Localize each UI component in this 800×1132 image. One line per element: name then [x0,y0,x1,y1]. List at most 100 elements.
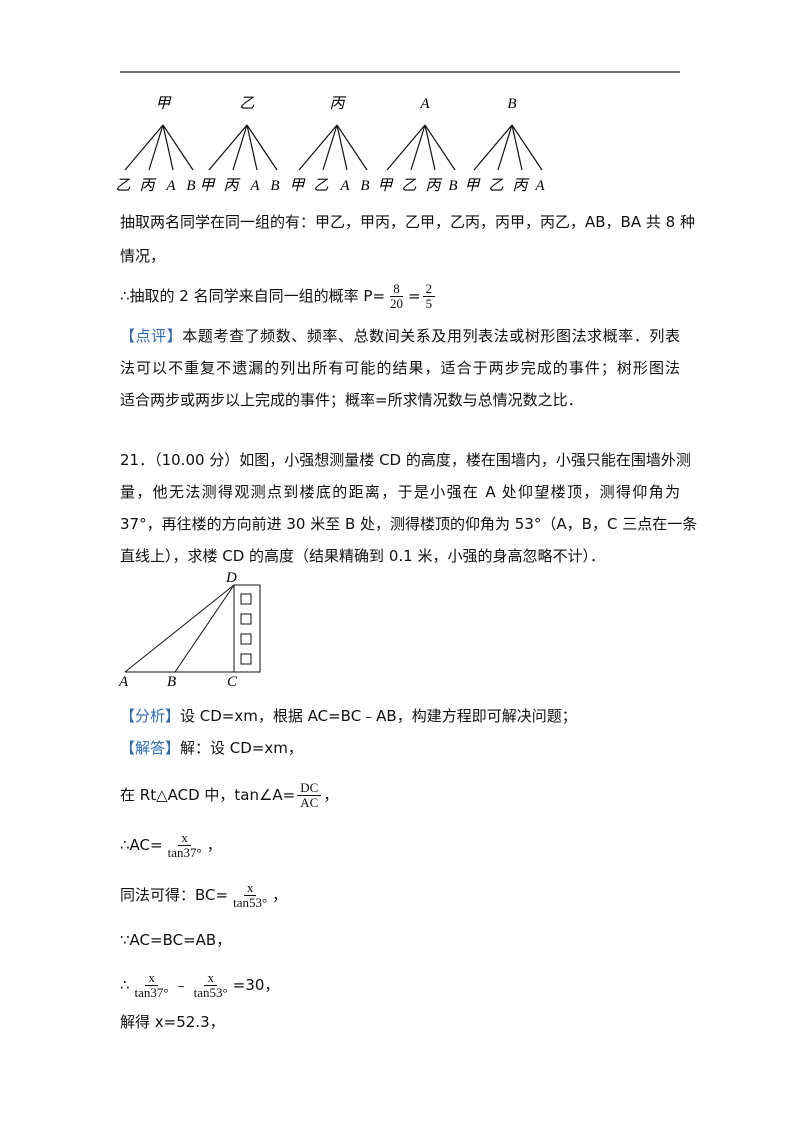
text-line: 情况， [120,247,166,265]
point-label: D [225,570,237,586]
text-line: 抽取两名同学在同一组的有：甲乙，甲丙，乙甲，乙丙，丙甲，丙乙，AB，BA 共 8… [120,213,695,231]
text: ∴AC= [120,836,163,854]
tree-leaf: A [165,178,176,194]
window [240,653,252,665]
denominator: tan53° [193,985,228,1000]
tree-leaf: 丙 [425,178,442,194]
building [233,584,261,673]
window [240,633,252,645]
probability-line: ∴抽取的 2 名同学来自同一组的概率 P= 8 20 = 2 5 [120,280,437,312]
tree-leaf: 丙 [512,178,529,194]
tag: 【点评】 [120,327,183,345]
tree-leaf: A [339,178,350,194]
tree-leaf: B [360,178,369,194]
text: ， [272,886,288,904]
text: =30， [232,976,280,994]
tree-branch [148,124,164,171]
tree-leaf: B [448,178,457,194]
window [240,613,252,625]
text-line: 法可以不重复不遗漏的列出所有可能的结果，适合于两步完成的事件；树形图法 [120,359,680,377]
numerator: x [178,831,191,846]
fraction: x tan53° [191,971,231,1000]
fraction: DC AC [297,781,322,810]
text: ﹣ [173,976,189,994]
tree-branch [232,124,248,171]
tree-root: 乙 [239,96,254,112]
tree-leaf: 丙 [139,178,156,194]
tree-branch [410,124,426,171]
text: = [408,287,421,305]
tree-leaf: 乙 [313,178,328,194]
tag: 【分析】 [120,707,181,725]
numerator: x [243,881,257,896]
tree-branch [473,124,513,171]
numerator: DC [297,781,322,796]
tree-leaf: 甲 [199,178,216,194]
text: 设 CD=xm，根据 AC=BC﹣AB，构建方程即可解决问题； [180,707,577,725]
point-label: A [118,674,129,690]
text-line: 解得 x=52.3， [120,1013,225,1031]
text-line: 37°，再往楼的方向前进 30 米至 B 处，测得楼顶的仰角为 53°（A，B，… [120,515,698,533]
tag: 【解答】 [120,739,181,757]
tree-leaf: A [249,178,260,194]
tree-leaf: A [534,178,545,194]
tree-root: 丙 [329,96,346,112]
text: ∴ [120,976,130,994]
denominator: tan37° [134,985,169,1000]
text-line: 【解答】解：设 CD=xm， [120,738,303,758]
fraction: 8 20 [387,282,406,311]
numerator: 8 [390,282,403,297]
tree-branch [208,124,248,171]
tree-leaf: 丙 [223,178,240,194]
point-label: B [167,674,176,690]
denominator: tan37° [167,845,202,860]
text: ∴抽取的 2 名同学来自同一组的概率 P= [120,287,386,305]
tree-branch [298,124,338,171]
graphics: D A B C 甲乙丙 A B乙甲丙 A B丙甲乙 A BA甲乙丙 BB甲乙丙 A [115,71,680,690]
tree-leaf: B [270,178,279,194]
tree-branch [322,124,338,171]
fraction: x tan53° [230,881,270,910]
tree-leaf: 乙 [401,178,416,194]
text-line: 【分析】设 CD=xm，根据 AC=BC﹣AB，构建方程即可解决问题； [120,706,577,726]
denominator: 5 [425,296,433,311]
tree-branch [424,124,436,171]
tree-branch [336,124,368,171]
text: ， [323,786,339,804]
formula-line: ∴AC= x tan37° ， [120,828,222,862]
denominator: tan53° [233,895,268,910]
tree-branch [424,124,456,171]
text: 解：设 CD=xm， [180,739,303,757]
denominator: AC [300,795,319,810]
text-line: 【点评】本题考查了频数、频率、总数间关系及用列表法或树形图法求概率．列表 [120,326,680,346]
tree-branch [511,124,543,171]
tree-root: B [507,96,516,112]
tree-branch [246,124,258,171]
text: ， [206,836,222,854]
text-line: 适合两步或两步以上完成的事件；概率=所求情况数与总情况数之比． [120,391,583,409]
sight-line-a [124,584,235,673]
text-line: 直线上），求楼 CD 的高度（结果精确到 0.1 米，小强的身高忽略不计）． [120,547,605,565]
text-line: 21．（10.00 分）如图，小强想测量楼 CD 的高度，楼在围墙内，小强只能在… [120,451,691,469]
tree-branch [162,124,194,171]
text: 本题考查了频数、频率、总数间关系及用列表法或树形图法求概率．列表 [182,327,680,345]
numerator: x [145,971,158,986]
tree-leaf: 乙 [115,178,130,194]
formula-line: ∴ x tan37° ﹣ x tan53° =30， [120,968,279,1002]
window [240,593,252,605]
tree-branch [511,124,523,171]
tree-branch [336,124,348,171]
tree-leaf: 甲 [464,178,481,194]
denominator: 20 [390,296,404,311]
tree-leaf: B [186,178,195,194]
formula-line: 同法可得：BC= x tan53°， [120,878,287,912]
text: 在 Rt△ACD 中，tan∠A= [120,786,296,804]
tree-branch [246,124,278,171]
fraction: x tan37° [132,971,172,1000]
tree-root: A [419,96,430,112]
text-line: ∵AC=BC=AB， [120,931,232,949]
formula-line: 在 Rt△ACD 中，tan∠A= DC AC， [120,778,338,812]
tree-leaf: 甲 [377,178,394,194]
